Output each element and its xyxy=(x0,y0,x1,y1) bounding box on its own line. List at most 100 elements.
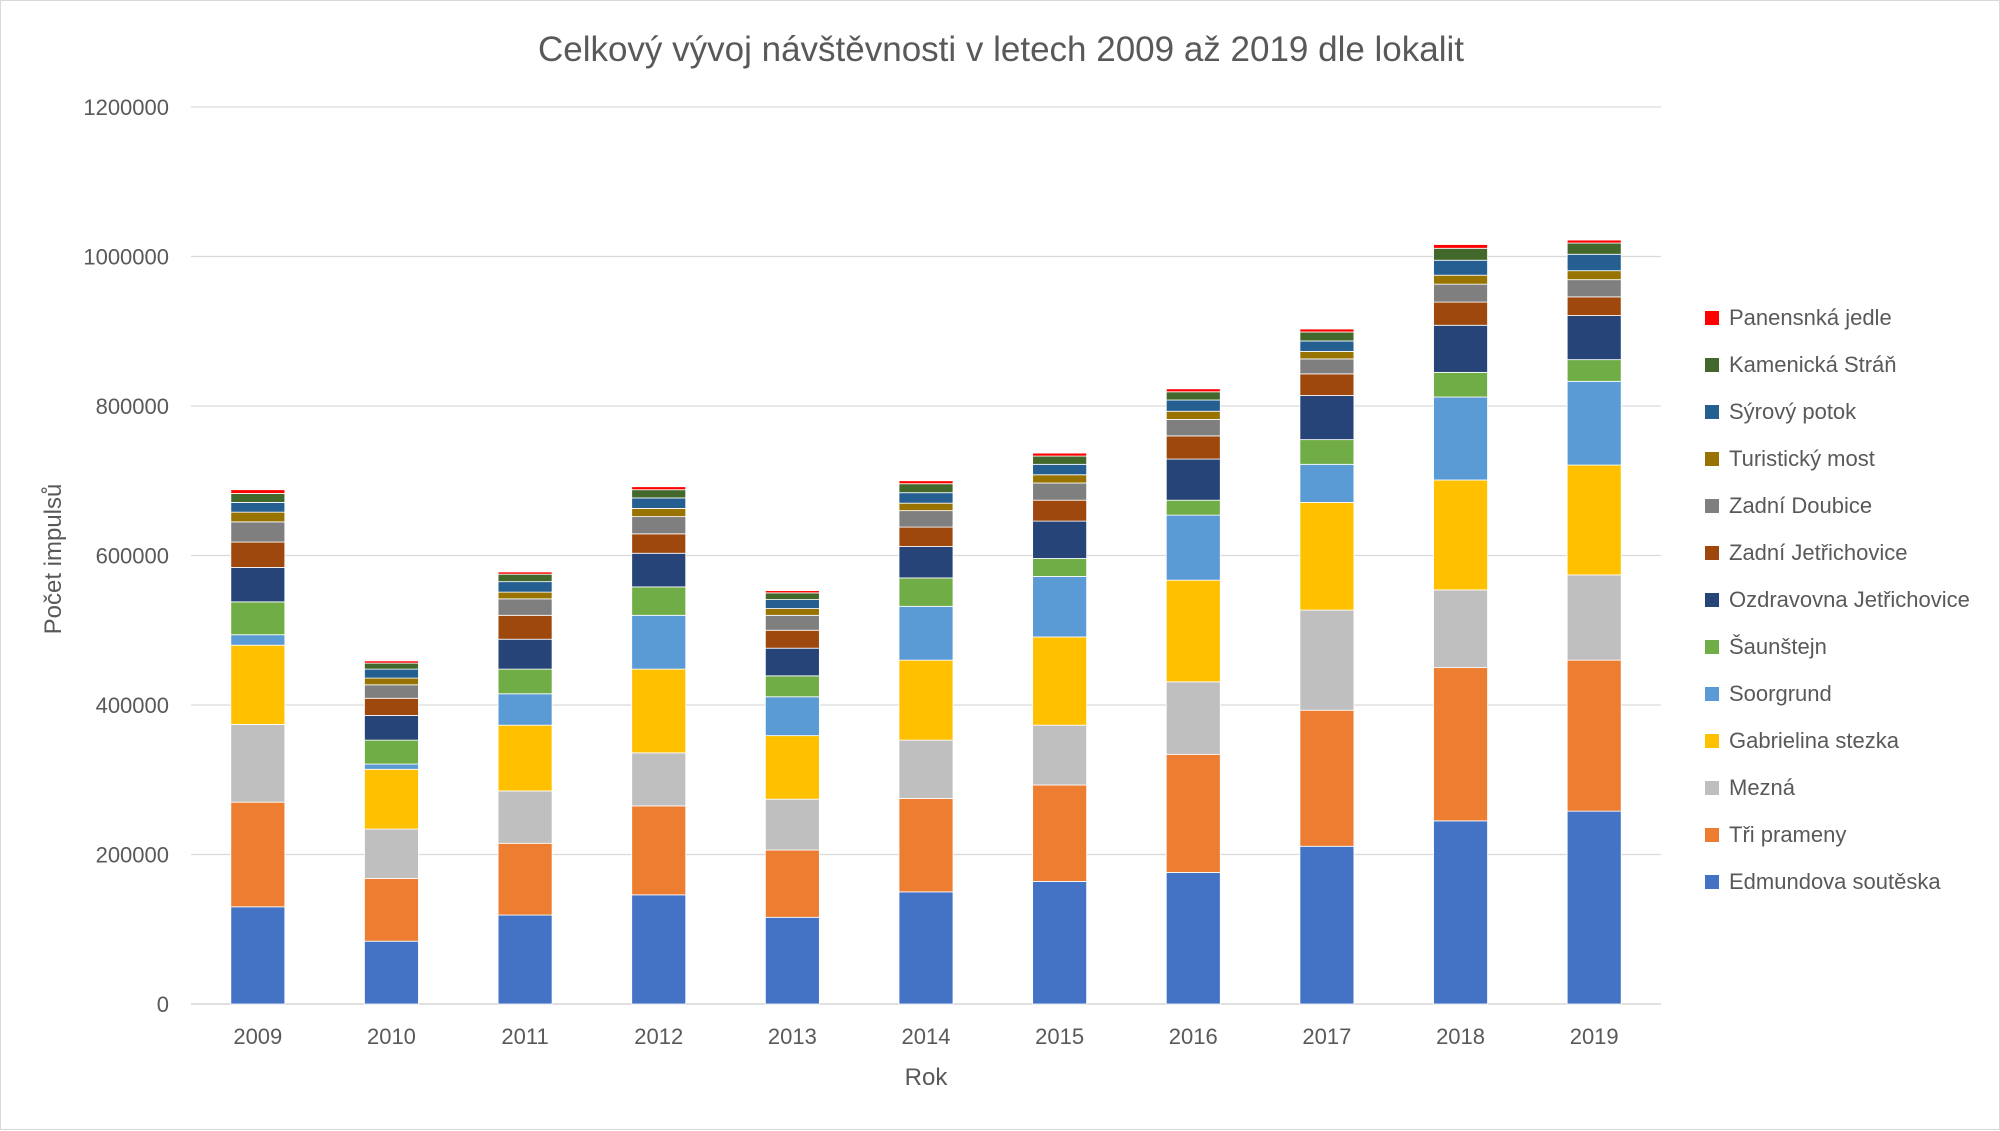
legend-label: Panensnká jedle xyxy=(1729,305,1892,330)
bar-segment xyxy=(1433,301,1488,326)
bar-segment xyxy=(497,598,553,616)
bar-segment xyxy=(898,502,954,512)
bar-segment xyxy=(1165,514,1221,581)
bar-segment xyxy=(898,577,954,607)
bar-segment xyxy=(1566,253,1622,272)
bar-segment xyxy=(1299,373,1355,396)
x-tick-label: 2015 xyxy=(1035,1024,1084,1049)
bar-segment xyxy=(1165,391,1221,401)
bar-segment xyxy=(1566,659,1622,812)
bar-segment xyxy=(1299,358,1355,375)
legend-swatch xyxy=(1705,452,1719,466)
x-axis-title: Rok xyxy=(905,1064,949,1091)
bar-segment xyxy=(497,842,553,916)
bar-segment xyxy=(1566,270,1622,281)
bar-segment xyxy=(898,798,954,893)
bar-segment xyxy=(764,675,820,698)
bar-segment xyxy=(1032,482,1088,501)
bar-segment xyxy=(497,591,553,600)
bar-segment xyxy=(1032,520,1088,559)
bar-segment xyxy=(1433,247,1488,261)
x-tick-label: 2014 xyxy=(902,1024,951,1049)
legend: Panensnká jedle Kamenická Stráň Sýrový pot… xyxy=(1705,305,1970,894)
bar-segment xyxy=(230,567,286,603)
bar-segment xyxy=(1299,845,1355,1005)
bar-segment xyxy=(364,660,419,664)
bar-segment xyxy=(898,483,954,494)
bar-segment xyxy=(631,552,687,588)
legend-swatch xyxy=(1705,311,1719,325)
bar-segment xyxy=(497,581,553,593)
legend-swatch xyxy=(1705,499,1719,513)
bar-segment xyxy=(764,798,820,851)
legend-swatch xyxy=(1705,358,1719,372)
bar-segment xyxy=(364,684,419,699)
bar-segment xyxy=(1566,464,1622,576)
y-tick-label: 400000 xyxy=(96,693,169,718)
bar-segment xyxy=(1032,463,1088,476)
bar-segment xyxy=(1032,881,1088,1005)
bar-segment xyxy=(230,489,286,494)
bar-segment xyxy=(898,526,954,547)
bar-segment xyxy=(1566,315,1622,361)
bar-segment xyxy=(364,697,419,716)
bar-segment xyxy=(1433,244,1488,249)
bar-segment xyxy=(1299,331,1355,342)
bar-segment xyxy=(1299,340,1355,352)
bar-segment xyxy=(364,677,419,686)
bar-segment xyxy=(898,480,954,485)
bar-segment xyxy=(1165,753,1221,873)
legend-swatch xyxy=(1705,687,1719,701)
y-axis-ticks: 0 200000 400000 600000 800000 1000000 1200000 xyxy=(83,95,169,1017)
bar-segment xyxy=(631,668,687,754)
bar-segment xyxy=(1165,388,1221,393)
bar-segment xyxy=(631,752,687,807)
chart-title: Celkový vývoj návštěvnosti v letech 2009… xyxy=(538,30,1464,69)
x-tick-label: 2010 xyxy=(367,1024,416,1049)
bar-segment xyxy=(1165,681,1221,755)
bar-segment xyxy=(364,768,419,830)
bar-segment xyxy=(364,828,419,879)
x-tick-label: 2012 xyxy=(634,1024,683,1049)
bar-segment xyxy=(898,492,954,504)
bar-segment xyxy=(1433,479,1488,591)
bar-segment xyxy=(1566,279,1622,298)
legend-label: Ozdravovna Jetřichovice xyxy=(1729,587,1970,612)
bar-segment xyxy=(764,735,820,800)
legend-label: Kamenická Stráň xyxy=(1729,352,1897,377)
legend-label: Edmundova soutěska xyxy=(1729,869,1941,894)
bar-segment xyxy=(764,916,820,1005)
bar-segment xyxy=(497,693,553,726)
bar-segment xyxy=(364,940,419,1005)
bar-segment xyxy=(230,601,286,636)
bar-segment xyxy=(1165,872,1221,1005)
x-tick-label: 2011 xyxy=(501,1024,548,1049)
bar-segment xyxy=(230,541,286,568)
y-tick-label: 800000 xyxy=(96,394,169,419)
legend-swatch xyxy=(1705,640,1719,654)
bar-segment xyxy=(1433,589,1488,669)
bar-segment xyxy=(631,533,687,554)
bar-segment xyxy=(1299,395,1355,441)
legend-swatch xyxy=(1705,734,1719,748)
bar-segment xyxy=(764,696,820,737)
bar-segment xyxy=(631,497,687,509)
bar-segment xyxy=(497,573,553,583)
legend-label: Mezná xyxy=(1729,775,1796,800)
bar-segment xyxy=(1165,579,1221,683)
bars xyxy=(230,239,1622,1005)
bar-segment xyxy=(1032,724,1088,786)
bar-segment xyxy=(364,662,419,670)
legend-label: Zadní Jetřichovice xyxy=(1729,540,1908,565)
legend-label: Turistický most xyxy=(1729,446,1875,471)
bar-segment xyxy=(497,724,553,792)
bar-segment xyxy=(631,614,687,670)
bar-segment xyxy=(1165,499,1221,516)
bar-segment xyxy=(1566,574,1622,661)
bar-segment xyxy=(497,571,553,575)
bar-segment xyxy=(1165,410,1221,420)
y-tick-label: 1000000 xyxy=(83,245,169,270)
x-axis-ticks: 2009 2010 2011 2012 2013 2014 2015 2016 2017 2018… xyxy=(233,1024,1618,1049)
bar-segment xyxy=(898,659,954,741)
